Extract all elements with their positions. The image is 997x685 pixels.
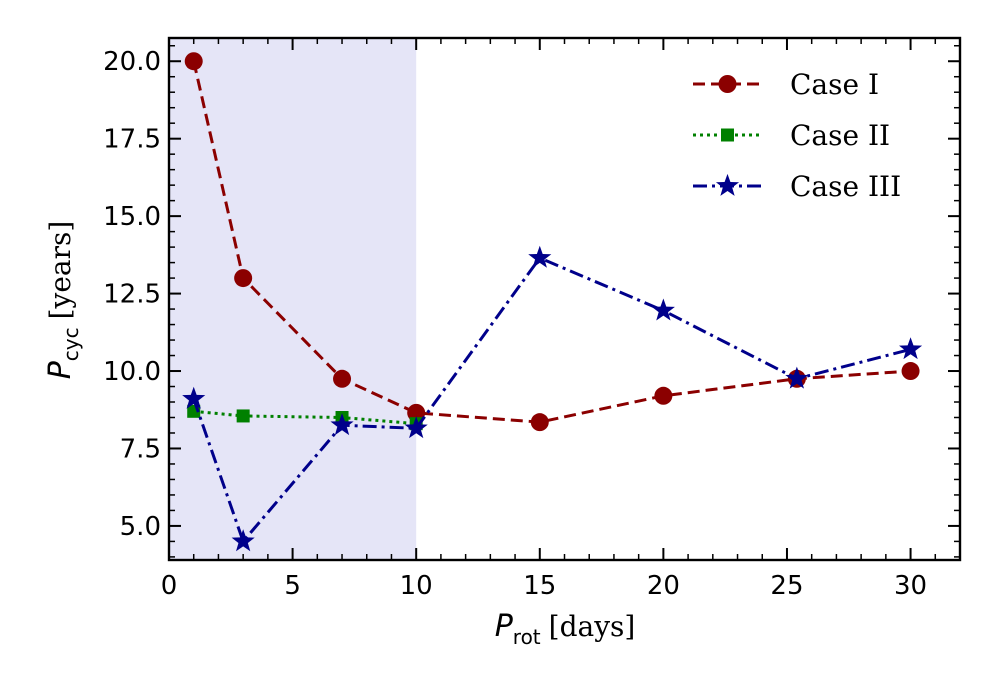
legend-entry: Case I [693, 68, 879, 101]
y-tick-label: 7.5 [120, 434, 161, 464]
data-point-circle [333, 369, 352, 388]
data-point-star [899, 337, 923, 360]
data-point-circle [654, 386, 673, 405]
series-layer [182, 52, 923, 552]
y-tick-label: 15.0 [103, 202, 161, 232]
data-point-star [182, 386, 206, 409]
y-tick-label: 12.5 [103, 280, 161, 310]
y-axis-label-unit: [years] [44, 221, 77, 320]
x-axis-label-symbol: P [495, 609, 514, 644]
data-point-square [721, 128, 734, 142]
data-point-star [715, 173, 740, 196]
x-tick-label: 20 [647, 571, 680, 601]
legend-label: Case I [790, 68, 879, 101]
data-point-square [236, 409, 250, 423]
legend-label: Case III [790, 170, 901, 203]
legend-entry: Case III [693, 170, 901, 203]
y-tick-label: 17.5 [103, 125, 161, 155]
x-tick-label: 15 [523, 571, 556, 601]
series-line [192, 256, 911, 545]
x-axis-label-subscript: rot [513, 625, 541, 649]
data-point-circle [234, 269, 253, 288]
x-tick-label: 0 [161, 571, 178, 601]
data-point-star [785, 366, 809, 389]
y-tick-label: 10.0 [103, 357, 161, 387]
data-point-star [330, 413, 354, 436]
shaded-region [169, 38, 417, 560]
series-line [192, 60, 911, 424]
x-tick-label: 25 [770, 571, 803, 601]
data-point-star [404, 416, 428, 439]
data-point-star [651, 298, 675, 321]
x-tick-label: 5 [284, 571, 301, 601]
legend: Case I Case II Case III [693, 68, 901, 203]
y-axis-label-symbol: P [43, 360, 78, 379]
y-tick-label: 20.0 [103, 47, 161, 77]
data-point-star [528, 245, 552, 268]
legend-label: Case II [790, 119, 890, 152]
data-point-circle [718, 75, 737, 93]
x-tick-label: 10 [400, 571, 433, 601]
data-point-circle [901, 362, 920, 381]
plot-frame [167, 36, 962, 562]
series-line [193, 409, 417, 426]
ticks-layer: 0 5 10 15 20 25 30 5.0 7.5 10.0 12.5 15.0 17.5 20.0 [103, 38, 961, 601]
x-tick-label: 30 [894, 571, 927, 601]
data-point-star [231, 529, 255, 552]
y-axis-label: Pcyc [years] [43, 221, 83, 380]
x-axis-label-unit: [days] [549, 610, 636, 643]
y-axis-label-subscript: cyc [59, 327, 83, 361]
y-tick-label: 5.0 [120, 512, 161, 542]
data-point-circle [530, 413, 549, 432]
series-case-iii [182, 245, 923, 552]
x-axis-label: Prot [days] [495, 609, 636, 649]
legend-entry: Case II [693, 119, 890, 152]
data-point-circle [184, 52, 203, 71]
